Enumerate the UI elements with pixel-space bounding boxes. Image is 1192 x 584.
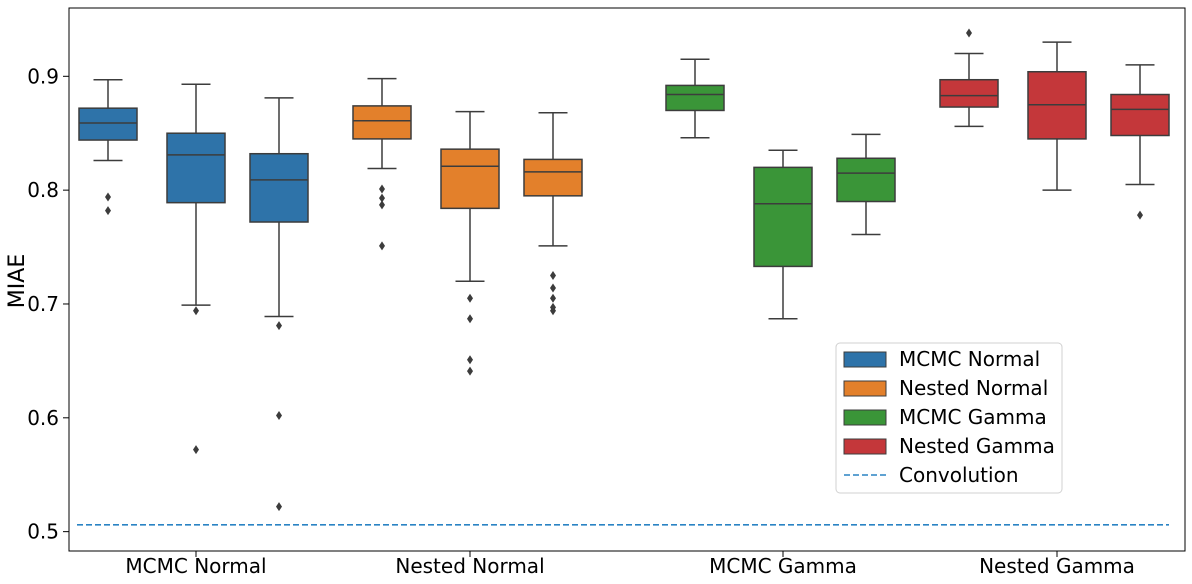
box-group [352, 77, 583, 376]
outlier-point [193, 306, 199, 316]
legend-label: Convolution [899, 463, 1019, 487]
legend-item: MCMC Normal [843, 347, 1040, 371]
legend-item: Convolution [844, 463, 1019, 487]
y-tick-label: 0.9 [27, 64, 59, 88]
legend-label: MCMC Normal [899, 347, 1040, 371]
x-tick-label: Nested Gamma [979, 554, 1135, 578]
box-plot [166, 83, 226, 455]
iqr-box [939, 78, 999, 108]
iqr-box [352, 105, 412, 140]
box-plot [1027, 41, 1087, 191]
box-plot [249, 97, 309, 512]
box-plot [753, 149, 813, 320]
legend-item: Nested Gamma [843, 434, 1055, 458]
iqr-box [836, 157, 896, 203]
y-tick-label: 0.6 [27, 406, 59, 430]
legend-label: MCMC Gamma [899, 405, 1047, 429]
x-tick-label: Nested Normal [395, 554, 544, 578]
outlier-point [276, 411, 282, 421]
outlier-point [550, 271, 556, 281]
y-axis-label: MIAE [5, 254, 30, 308]
y-tick-label: 0.8 [27, 178, 59, 202]
outlier-point [467, 293, 473, 303]
outlier-point [550, 293, 556, 303]
outlier-point [550, 283, 556, 293]
iqr-box [753, 166, 813, 268]
outlier-point [379, 200, 385, 210]
outlier-point [379, 193, 385, 203]
iqr-box [78, 107, 138, 141]
legend-label: Nested Gamma [899, 434, 1055, 458]
legend-swatch [843, 438, 887, 455]
y-axis: 0.5 0.6 0.7 0.8 0.9 [27, 64, 69, 544]
legend-item: MCMC Gamma [843, 405, 1047, 429]
y-tick-label: 0.7 [27, 292, 59, 316]
legend-swatch [843, 409, 887, 426]
outlier-point [467, 366, 473, 376]
legend-swatch [843, 351, 887, 368]
box-plot [78, 78, 138, 216]
outlier-point [966, 28, 972, 38]
boxes-layer [78, 28, 1170, 512]
box-plot [939, 28, 999, 128]
iqr-box [665, 84, 725, 112]
outlier-point [276, 321, 282, 331]
x-tick-label: MCMC Normal [125, 554, 266, 578]
outlier-point [105, 206, 111, 216]
iqr-box [440, 148, 500, 210]
y-tick-label: 0.5 [27, 520, 59, 544]
iqr-box [523, 158, 583, 197]
legend-item: Nested Normal [843, 376, 1048, 400]
legend-swatch [843, 380, 887, 397]
outlier-point [276, 502, 282, 512]
outlier-point [193, 445, 199, 455]
box-plot [836, 133, 896, 236]
outlier-point [379, 184, 385, 194]
legend-box [835, 342, 1063, 494]
box-plot [1110, 64, 1170, 220]
box-group [665, 58, 896, 320]
outlier-point [379, 241, 385, 251]
outlier-point [1137, 210, 1143, 220]
iqr-box [166, 132, 226, 204]
box-group [939, 28, 1170, 220]
outlier-point [467, 314, 473, 324]
box-group [78, 78, 309, 512]
outlier-point [105, 192, 111, 202]
box-plot [523, 111, 583, 316]
box-plot [440, 110, 500, 376]
iqr-box [1110, 93, 1170, 137]
x-axis: MCMC Normal Nested Normal MCMC Gamma Nested… [125, 551, 1135, 578]
legend-label: Nested Normal [899, 376, 1048, 400]
box-plot [665, 58, 725, 139]
outlier-point [550, 306, 556, 316]
legend: MCMC Normal Nested Normal MCMC Gamma Nested… [835, 342, 1063, 494]
x-tick-label: MCMC Gamma [709, 554, 857, 578]
plot-frame [68, 7, 1186, 552]
outlier-point [467, 355, 473, 365]
iqr-box [249, 152, 309, 223]
box-plot [352, 77, 412, 251]
